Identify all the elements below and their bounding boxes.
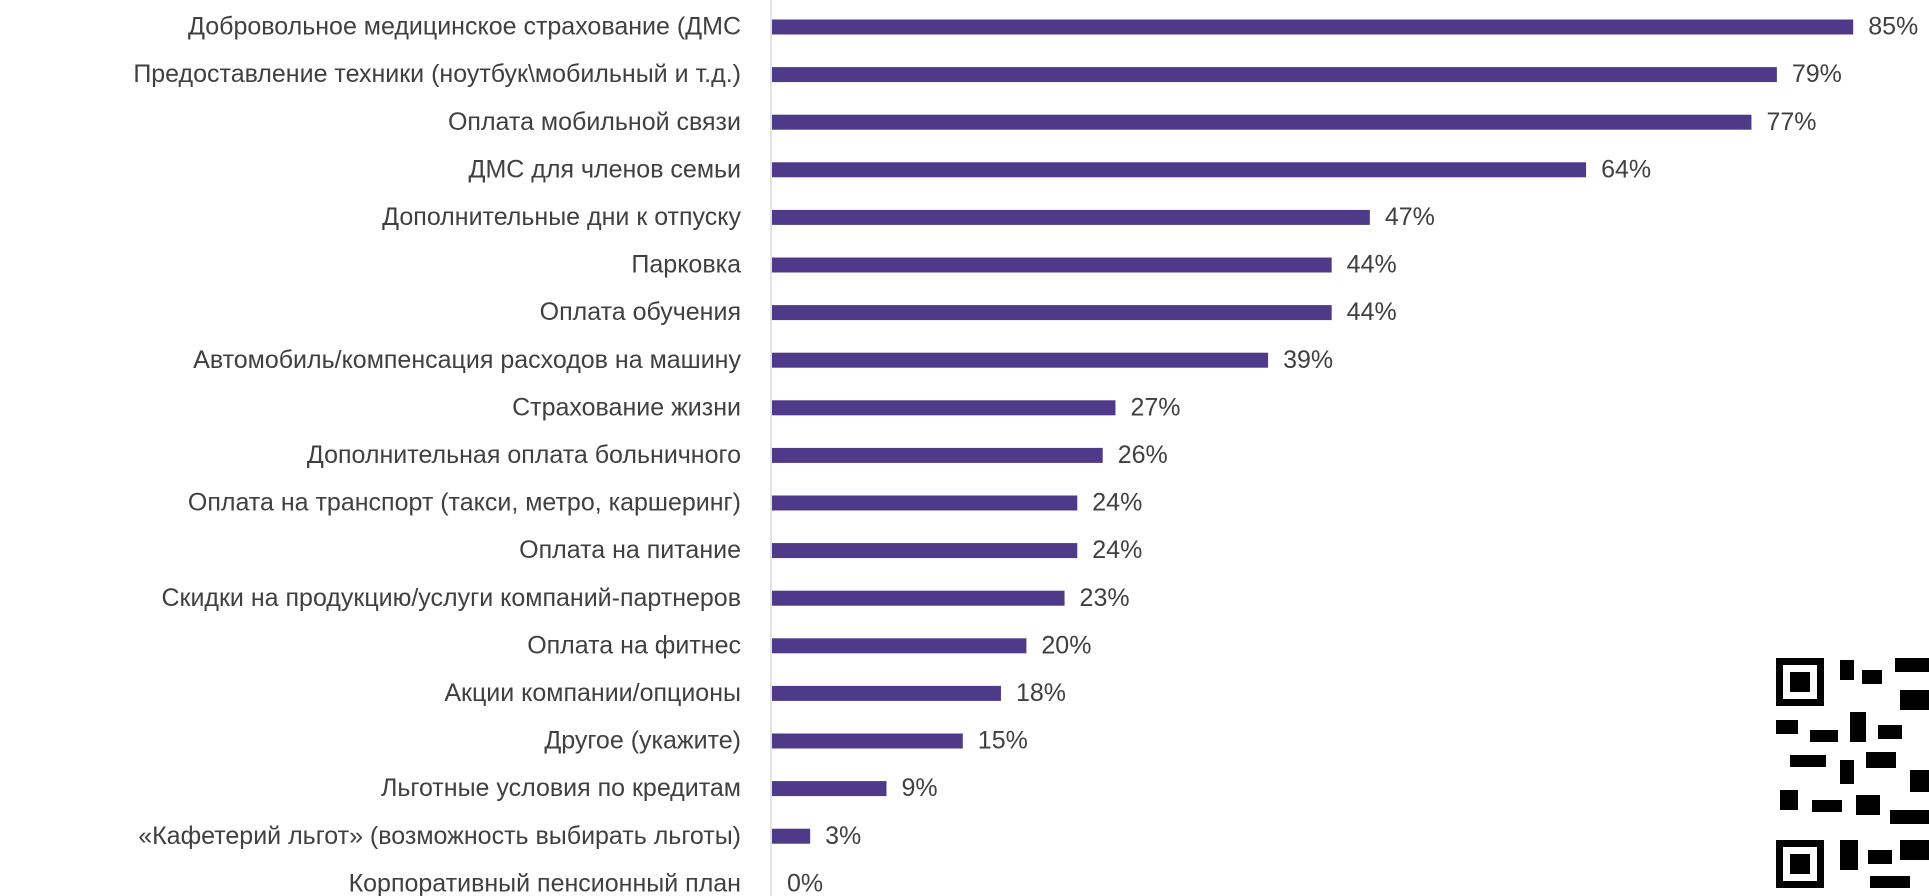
category-label: Автомобиль/компенсация расходов на машин… [193,346,741,374]
value-label: 79% [1792,60,1842,88]
qr-code [1776,658,1929,888]
bar [772,67,1777,83]
bar [772,162,1587,178]
bar [772,543,1078,559]
category-label: Оплата на фитнес [527,631,741,659]
value-label: 44% [1347,251,1397,279]
category-label: Льготные условия по кредитам [381,774,741,802]
category-label: Дополнительные дни к отпуску [382,203,741,231]
bar [772,400,1116,416]
value-label: 3% [825,822,861,850]
bar [772,305,1332,321]
category-label: Добровольное медицинское страхование (ДМ… [188,13,741,41]
value-label: 27% [1130,393,1180,421]
bar [772,352,1269,368]
category-label: Другое (укажите) [544,727,741,755]
value-label: 0% [787,869,823,896]
value-label: 77% [1766,108,1816,136]
category-label: Парковка [631,251,741,279]
category-label: Дополнительная оплата больничного [307,441,741,469]
value-label: 39% [1283,346,1333,374]
category-label: Оплата на питание [519,536,741,564]
bar [772,685,1001,701]
bar [772,781,887,797]
category-label: «Кафетерий льгот» (возможность выбирать … [138,822,741,850]
category-label: Оплата обучения [540,298,741,326]
category-label: ДМС для членов семьи [469,155,741,183]
category-label: Предоставление техники (ноутбук\мобильны… [133,60,741,88]
value-label: 44% [1347,298,1397,326]
value-label: 18% [1016,679,1066,707]
value-label: 15% [978,727,1028,755]
bar [772,733,963,749]
category-label: Скидки на продукцию/услуги компаний-парт… [161,584,741,612]
bar [772,209,1370,225]
value-label: 64% [1601,155,1651,183]
value-label: 24% [1092,536,1142,564]
value-label: 23% [1080,584,1130,612]
bar [772,447,1103,463]
category-label: Оплата мобильной связи [448,108,741,136]
value-label: 26% [1118,441,1168,469]
value-label: 47% [1385,203,1435,231]
category-label: Оплата на транспорт (такси, метро, карше… [188,489,741,517]
bar [772,590,1065,606]
value-label: 85% [1868,13,1918,41]
value-label: 24% [1092,489,1142,517]
bar [772,638,1027,654]
value-label: 20% [1041,631,1091,659]
bar [772,19,1854,35]
bar [772,495,1078,511]
category-label: Корпоративный пенсионный план [349,869,741,896]
bar [772,114,1752,130]
bar [772,257,1332,273]
category-label: Акции компании/опционы [444,679,741,707]
bar [772,828,811,844]
value-label: 9% [901,774,937,802]
category-label: Страхование жизни [512,393,741,421]
